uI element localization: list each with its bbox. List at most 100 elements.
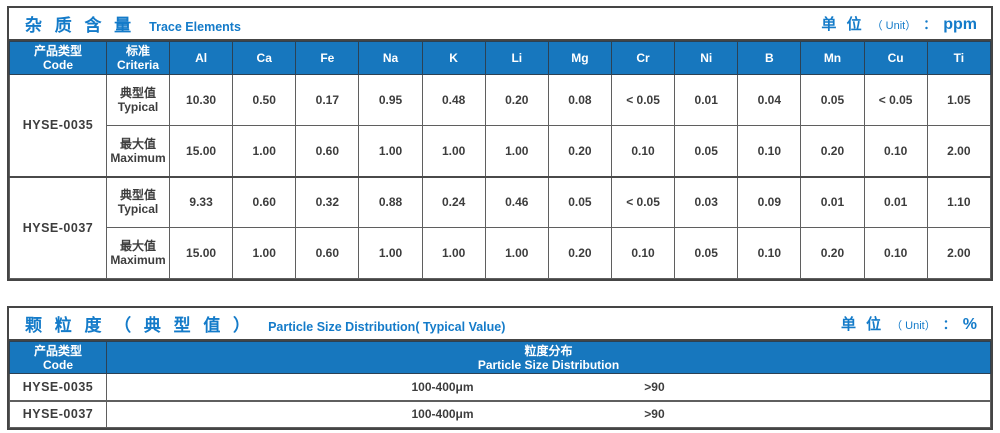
value-cell: 15.00	[168, 227, 234, 279]
value-cell: 0.20	[547, 125, 612, 177]
col-header-element-na: Na	[358, 41, 423, 75]
percentage-value: >90	[644, 379, 665, 394]
value-cell: 1.00	[358, 125, 423, 177]
value-cell: 0.60	[232, 175, 297, 228]
value-cell: 1.10	[926, 175, 992, 228]
product-code-cell: HYSE-0037	[9, 175, 107, 279]
value-cell: < 0.05	[610, 175, 676, 228]
trace-section-title-zh: 杂 质 含 量	[25, 16, 136, 35]
value-cell: 1.05	[926, 74, 992, 126]
trace-title-row: 杂 质 含 量 Trace Elements 单 位 （ Unit） ： ppm	[9, 8, 991, 41]
product-code-cell: HYSE-0035	[9, 373, 107, 401]
distribution-cell: 100-400μm >90	[106, 399, 991, 428]
particle-size-section: 颗 粒 度 （ 典 型 值 ） Particle Size Distributi…	[7, 306, 993, 430]
trace-section-title-en: Trace Elements	[149, 20, 241, 34]
particle-section-title-zh: 颗 粒 度 （ 典 型 值 ）	[25, 316, 255, 335]
unit-label-zh: 单 位	[821, 16, 865, 33]
col-header-element-mn: Mn	[800, 41, 865, 75]
trace-title-group: 杂 质 含 量 Trace Elements	[25, 11, 241, 36]
col-header-code: 产品类型 Code	[9, 41, 107, 75]
distribution-cell: 100-400μm >90	[106, 373, 991, 401]
value-cell: 1.00	[421, 125, 486, 177]
criteria-cell-typical: 典型值 Typical	[106, 74, 170, 126]
value-cell: 2.00	[926, 125, 992, 177]
value-cell: 0.10	[863, 227, 928, 279]
unit-colon: ：	[942, 317, 956, 332]
value-cell: 0.32	[295, 175, 360, 228]
value-cell: 9.33	[168, 175, 234, 228]
value-cell: 0.60	[295, 125, 360, 177]
particle-unit-group: 单 位 （ Unit） ： %	[841, 313, 977, 334]
unit-label-en: （ Unit）	[891, 320, 936, 332]
col-header-element-cu: Cu	[863, 41, 928, 75]
value-cell: 0.04	[737, 74, 802, 126]
criteria-cell-maximum: 最大值 Maximum	[106, 227, 170, 279]
table-row: 最大值 Maximum 15.00 1.00 0.60 1.00 1.00 1.…	[10, 227, 992, 279]
col-header-distribution: 粒度分布 Particle Size Distribution	[106, 341, 991, 374]
value-cell: 1.00	[484, 125, 549, 177]
value-cell: 0.17	[295, 74, 360, 126]
value-cell: 15.00	[168, 125, 234, 177]
col-header-element-k: K	[421, 41, 486, 75]
particle-section-title-en: Particle Size Distribution( Typical Valu…	[268, 320, 506, 334]
value-cell: 10.30	[168, 74, 234, 126]
value-cell: < 0.05	[610, 74, 676, 126]
table-row: HYSE-0037 100-400μm >90	[9, 399, 991, 428]
value-cell: 0.60	[295, 227, 360, 279]
value-cell: 0.10	[610, 227, 676, 279]
table-row: HYSE-0035 100-400μm >90	[9, 373, 991, 401]
size-range-value: 100-400μm	[411, 407, 474, 422]
value-cell: 0.10	[610, 125, 676, 177]
value-cell: 0.08	[547, 74, 612, 126]
trace-unit-group: 单 位 （ Unit） ： ppm	[821, 13, 977, 34]
value-cell: 2.00	[926, 227, 992, 279]
value-cell: 0.10	[737, 125, 802, 177]
trace-header-row: 产品类型 Code 标准 Criteria Al Ca Fe Na K Li M…	[9, 41, 992, 75]
col-header-element-cr: Cr	[610, 41, 676, 75]
size-range-value: 100-400μm	[411, 379, 474, 394]
unit-label-zh: 单 位	[840, 316, 885, 333]
value-cell: 0.05	[674, 227, 739, 279]
value-cell: 0.20	[484, 74, 549, 126]
col-header-criteria: 标准 Criteria	[106, 41, 170, 75]
criteria-cell-maximum: 最大值 Maximum	[106, 125, 170, 177]
value-cell: 0.01	[674, 74, 739, 126]
col-header-element-al: Al	[168, 41, 234, 75]
col-header-element-fe: Fe	[295, 41, 360, 75]
product-code-cell: HYSE-0037	[9, 399, 107, 428]
col-header-code: 产品类型 Code	[9, 341, 107, 374]
value-cell: 0.10	[863, 125, 928, 177]
value-cell: 0.48	[421, 74, 486, 126]
table-row: 最大值 Maximum 15.00 1.00 0.60 1.00 1.00 1.…	[10, 125, 992, 177]
value-cell: 0.88	[358, 175, 423, 228]
value-cell: 0.20	[800, 227, 865, 279]
value-cell: 0.05	[547, 175, 612, 228]
col-header-element-b: B	[737, 41, 802, 75]
value-cell: 1.00	[421, 227, 486, 279]
col-header-element-ni: Ni	[674, 41, 739, 75]
value-cell: 1.00	[232, 125, 297, 177]
unit-label-en: （ Unit）	[871, 20, 917, 32]
value-cell: 0.01	[863, 175, 928, 228]
product-code-cell: HYSE-0035	[9, 74, 107, 177]
particle-header-row: 产品类型 Code 粒度分布 Particle Size Distributio…	[9, 341, 991, 374]
col-header-element-ca: Ca	[232, 41, 297, 75]
particle-title-row: 颗 粒 度 （ 典 型 值 ） Particle Size Distributi…	[9, 308, 991, 341]
trace-elements-table: 产品类型 Code 标准 Criteria Al Ca Fe Na K Li M…	[9, 41, 992, 279]
value-cell: 1.00	[484, 227, 549, 279]
table-row: HYSE-0037 典型值 Typical 9.33 0.60 0.32 0.8…	[9, 175, 992, 279]
value-cell: 0.05	[800, 74, 865, 126]
col-header-element-mg: Mg	[547, 41, 612, 75]
value-cell: 1.00	[232, 227, 297, 279]
value-cell: 0.20	[800, 125, 865, 177]
table-row: HYSE-0035 典型值 Typical 10.30 0.50 0.17 0.…	[9, 74, 992, 177]
unit-value-ppm: ppm	[943, 16, 977, 33]
percentage-value: >90	[644, 407, 665, 422]
value-cell: 0.10	[737, 227, 802, 279]
criteria-cell-typical: 典型值 Typical	[106, 175, 170, 228]
value-cell: 0.24	[421, 175, 486, 228]
unit-value-percent: %	[962, 316, 977, 333]
col-header-element-ti: Ti	[926, 41, 992, 75]
value-cell: 0.95	[358, 74, 423, 126]
particle-title-group: 颗 粒 度 （ 典 型 值 ） Particle Size Distributi…	[25, 311, 505, 336]
